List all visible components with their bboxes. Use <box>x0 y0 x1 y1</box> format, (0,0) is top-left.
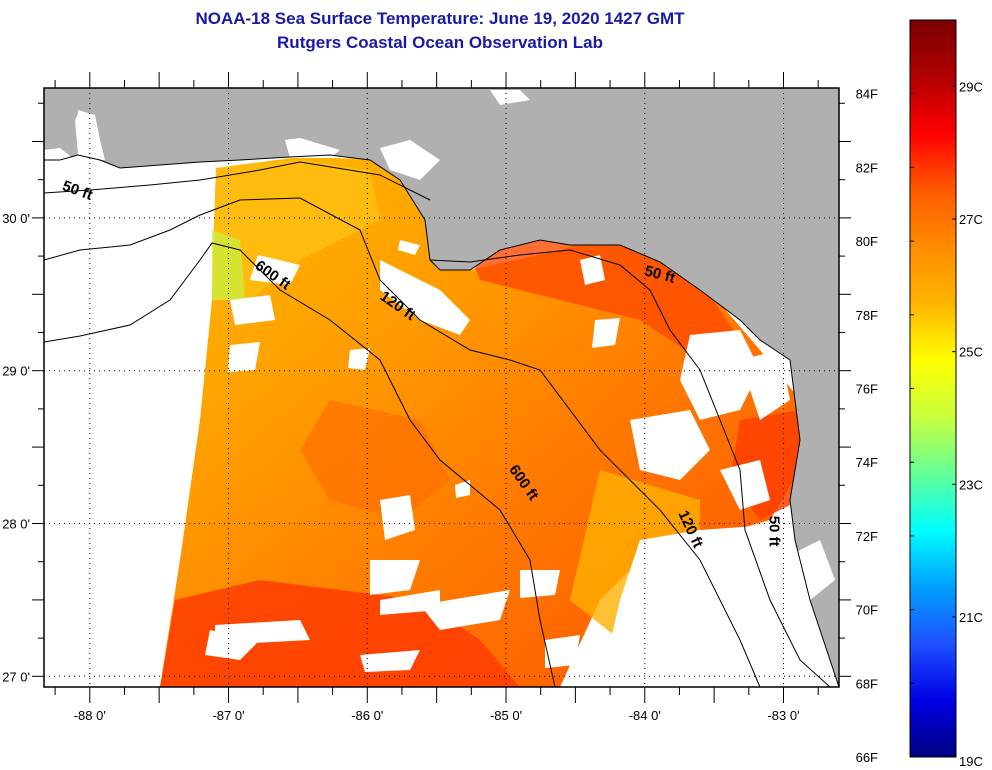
colorbar-f-label: 78F <box>856 308 878 323</box>
x-tick-label: -85 0' <box>490 708 522 723</box>
map-axes: -88 0' -87 0' -86 0' -85 0' -84 0' -83 0' 30 0… <box>2 72 851 723</box>
colorbar: 84F 82F 80F 78F 76F 74F 72F 70F 68F 66F 29C 27C 25C 2… <box>856 19 983 769</box>
colorbar-f-label: 74F <box>856 455 878 470</box>
colorbar-c-label: 25C <box>959 345 983 360</box>
x-tick-label: -84 0' <box>629 708 661 723</box>
sst-yellow-region <box>212 160 380 300</box>
y-tick-label: 28 0' <box>2 516 30 531</box>
colorbar-c-label: 29C <box>959 79 983 94</box>
sst-mid-region <box>300 400 450 520</box>
contour-label: 50 ft <box>766 516 783 547</box>
cloud-cover <box>205 240 839 687</box>
coastal-white-bay <box>285 138 340 158</box>
isobath-contours <box>44 161 831 687</box>
colorbar-f-label: 82F <box>856 160 878 175</box>
colorbar-ticks: 84F 82F 80F 78F 76F 74F 72F 70F 68F 66F 29C 27C 25C 2… <box>856 79 983 769</box>
tampa-bay-white <box>780 540 835 600</box>
colorbar-f-label: 72F <box>856 529 878 544</box>
y-tick-label: 30 0' <box>2 211 30 226</box>
colorbar-c-label: 19C <box>959 754 983 769</box>
colorbar-c-label: 27C <box>959 212 983 227</box>
coastal-white-west <box>44 148 75 165</box>
x-tick-label: -88 0' <box>74 708 106 723</box>
y-tick-label: 29 0' <box>2 364 30 379</box>
colorbar-c-label: 21C <box>959 610 983 625</box>
land-mass <box>44 88 839 687</box>
map-frame <box>43 87 840 688</box>
map-subtitle: Rutgers Coastal Ocean Observation Lab <box>277 33 603 52</box>
colorbar-f-label: 70F <box>856 603 878 618</box>
land-gray <box>44 88 839 687</box>
colorbar-f-label: 66F <box>856 750 878 765</box>
coastal-white-panhandle <box>380 140 440 180</box>
inland-lake-white <box>490 90 530 105</box>
colorbar-scale <box>909 19 957 758</box>
colorbar-f-label: 68F <box>856 676 878 691</box>
contour-50ft-east <box>429 249 831 687</box>
contour-50ft-west <box>44 161 431 201</box>
x-tick-label: -87 0' <box>212 708 244 723</box>
contour-120ft <box>44 197 761 687</box>
sst-cool-region <box>212 230 245 300</box>
x-tick-label: -86 0' <box>351 708 383 723</box>
mobile-bay-land-white <box>78 110 105 160</box>
contour-600ft <box>44 242 556 687</box>
colorbar-c-label: 23C <box>959 477 983 492</box>
colorbar-f-label: 76F <box>856 382 878 397</box>
y-tick-label: 27 0' <box>2 669 30 684</box>
colorbar-f-label: 84F <box>856 87 878 102</box>
map-title: NOAA-18 Sea Surface Temperature: June 19… <box>195 9 685 28</box>
x-tick-label: -83 0' <box>767 708 799 723</box>
coastline <box>44 154 839 687</box>
colorbar-f-label: 80F <box>856 234 878 249</box>
